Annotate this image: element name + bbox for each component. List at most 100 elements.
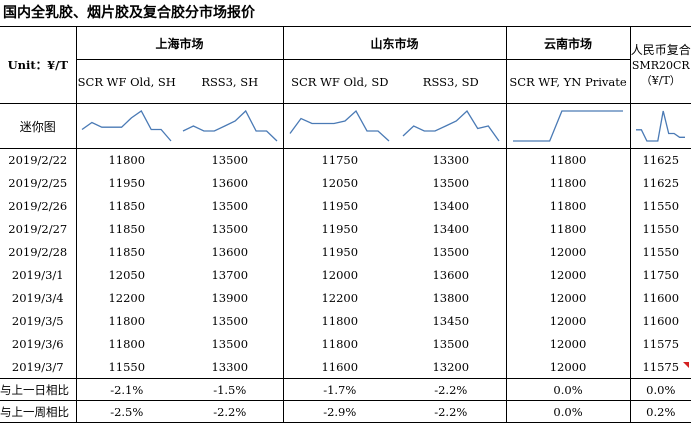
col-yn-scr: SCR WF, YN Private [506,59,631,104]
cell-sh-scr: 11850 [108,199,146,213]
cell-yn-scr: 11800 [506,171,631,195]
unit-label: Unit：¥/T [0,26,77,104]
row-date: 2019/2/25 [0,171,77,195]
cell-rmb: 11550 [642,199,680,213]
summary-row: 与上一日相比 -2.1% -1.5% -1.7% -2.2% 0.0% 0.0% [0,378,691,401]
cell-sd-scr: 12050 [321,176,359,190]
summary-sd-rss: -2.2% [396,400,507,423]
sparkline-series-sh-scr [81,110,172,142]
cell-rmb: 11600 [642,291,680,305]
cell-sd-scr: 11800 [321,337,359,351]
table-row: 2019/2/25 11950 13600 12050 13500 11800 11625 [0,171,691,195]
rmb-line1: 人民币复合 [630,42,691,57]
cell-sh-scr: 11800 [108,337,146,351]
cell-sh-scr: 11950 [108,176,146,190]
sparkline-series-sh-rss [182,109,278,142]
cell-sd-rss: 13600 [396,263,507,287]
summary-sh-rss: -1.5% [177,378,284,401]
cell-sd-rss: 13450 [396,309,507,333]
table-row: 2019/2/28 11850 13600 11950 13500 12000 11550 [0,240,691,264]
cell-sd-rss: 13500 [396,332,507,356]
sparkline-cell-sd-scr [283,103,397,149]
cell-sh-scr: 12050 [108,268,146,282]
cell-yn-scr: 11800 [506,194,631,218]
sparkline-cell-sh-rss [177,103,284,149]
cell-sh-rss: 13300 [177,355,284,379]
sparkline-rmb [636,110,686,142]
mini-chart-label: 迷你图 [0,103,77,149]
cell-sh-rss: 13500 [177,309,284,333]
page-title: 国内全乳胶、烟片胶及复合胶分市场报价 [3,5,255,21]
row-date: 2019/3/6 [0,332,77,356]
summary-sd-scr: -1.7% [283,378,397,401]
cell-sd-scr: 11950 [321,199,359,213]
table-row: 2019/3/6 11800 13500 11800 13500 12000 11575 [0,332,691,356]
sparkline-cell-sd-rss [396,103,507,149]
col-sd-rss: RSS3, SD [396,59,507,104]
cell-sd-scr: 11950 [321,222,359,236]
table-row: 2019/2/22 11800 13500 11750 13300 11800 11625 [0,148,691,172]
row-date: 2019/2/22 [0,148,77,172]
cell-sd-scr: 11800 [321,314,359,328]
sparkline-sd-scr [289,109,390,142]
cell-rmb: 11550 [642,222,680,236]
cell-sh-rss: 13600 [177,240,284,264]
cell-sh-rss: 13900 [177,286,284,310]
sparkline-cell-rmb [630,103,691,149]
sparkline-sh-scr [81,110,172,142]
cell-sh-rss: 13700 [177,263,284,287]
cell-sd-scr: 11600 [321,359,359,374]
group-shanghai: 上海市场 [76,26,284,60]
cell-sh-scr: 11850 [108,245,146,259]
cell-yn-scr: 12000 [506,240,631,264]
sparkline-cell-sh-scr [76,103,177,149]
cell-yn-scr: 12000 [506,286,631,310]
cell-sd-rss: 13800 [396,286,507,310]
cell-sh-scr: 11800 [108,314,146,328]
cell-sd-scr: 11750 [321,153,359,168]
cell-rmb: 11575 [642,359,680,374]
cell-sd-rss: 13500 [396,240,507,264]
cell-yn-scr: 12000 [506,332,631,356]
cell-sh-scr: 11850 [108,222,146,236]
cell-yn-scr: 11800 [506,148,631,172]
col-sd-scr: SCR WF Old, SD [283,59,397,104]
group-rmb-smr20: 人民币复合 SMR20CR（¥/T） [630,26,691,104]
cell-sh-scr: 12200 [108,291,146,305]
summary-sh-scr: -2.1% [76,378,177,401]
summary-sh-scr: -2.5% [76,400,177,423]
sparkline-row: 迷你图 [0,103,691,149]
cell-rmb: 11750 [642,268,680,282]
cell-yn-scr: 11800 [506,217,631,241]
table-row: 2019/2/27 11850 13500 11950 13400 11800 11550 [0,217,691,241]
table-row: 2019/2/26 11850 13500 11950 13400 11800 11550 [0,194,691,218]
cell-sd-rss: 13400 [396,194,507,218]
summary-sd-scr: -2.9% [283,400,397,423]
cell-sh-rss: 13500 [177,194,284,218]
cell-sd-scr: 12000 [321,268,359,282]
group-yunnan: 云南市场 [506,26,631,60]
cell-rmb: 11625 [642,176,680,190]
summary-yn-scr: 0.0% [506,400,631,423]
table-row: 2019/3/7 11550 13300 11600 13200 12000 11575 [0,355,691,379]
cell-sd-scr: 12200 [321,291,359,305]
summary-sd-rss: -2.2% [396,378,507,401]
summary-rmb: 0.0% [630,378,691,401]
cell-sh-rss: 13500 [177,148,284,172]
sparkline-yn-scr [513,110,624,142]
sparkline-series-sd-rss [402,109,500,142]
summary-label: 与上一日相比 [0,378,77,401]
summary-rmb: 0.2% [630,400,691,423]
cell-rmb: 11625 [642,153,680,168]
comment-indicator [683,362,689,368]
cell-yn-scr: 12000 [506,263,631,287]
cell-sd-rss: 13200 [396,355,507,379]
table-row: 2019/3/1 12050 13700 12000 13600 12000 11750 [0,263,691,287]
row-date: 2019/3/4 [0,286,77,310]
row-date: 2019/2/26 [0,194,77,218]
cell-sd-rss: 13300 [396,148,507,172]
summary-label: 与上一周相比 [0,400,77,423]
cell-sd-scr: 11950 [321,245,359,259]
row-date: 2019/3/5 [0,309,77,333]
cell-rmb: 11575 [642,337,680,351]
